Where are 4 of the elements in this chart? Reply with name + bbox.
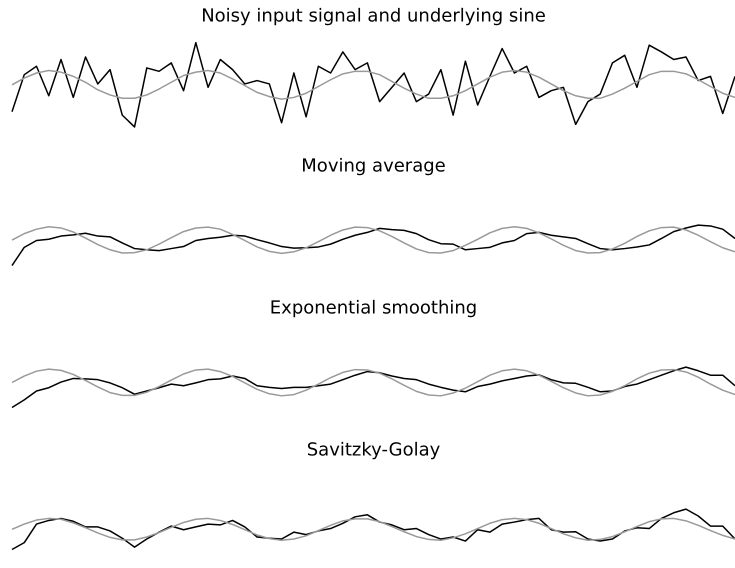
chart-title: Savitzky-Golay [306,439,441,460]
chart-title: Noisy input signal and underlying sine [201,5,546,26]
chart-title: Moving average [301,155,446,176]
chart-title: Exponential smoothing [270,297,478,318]
